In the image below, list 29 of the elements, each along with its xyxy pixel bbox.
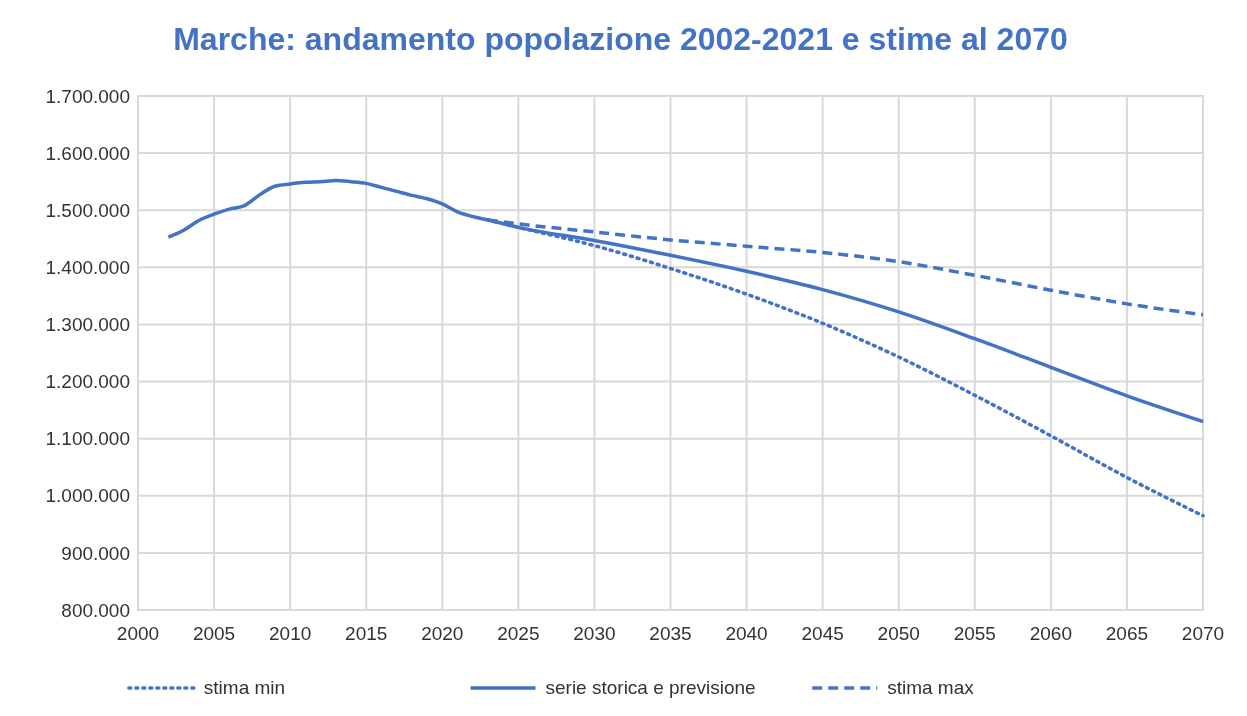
x-tick-label: 2035 <box>649 623 692 644</box>
y-tick-label: 1.000.000 <box>45 485 130 507</box>
y-tick-label: 1.300.000 <box>45 314 130 336</box>
chart-title: Marche: andamento popolazione 2002-2021 e stime al 2070 <box>173 21 1068 57</box>
x-tick-label: 2060 <box>1029 623 1072 644</box>
y-tick-label: 800.000 <box>61 599 130 621</box>
y-tick-label: 1.700.000 <box>45 85 130 107</box>
y-tick-label: 1.200.000 <box>45 371 130 393</box>
y-tick-label: 1.600.000 <box>45 142 130 164</box>
x-tick-label: 2005 <box>192 623 236 644</box>
y-tick-label: 1.400.000 <box>45 256 130 278</box>
x-tick-label: 2070 <box>1181 623 1225 644</box>
legend-label: stima min <box>203 677 286 698</box>
x-tick-label: 2025 <box>497 623 540 644</box>
x-tick-label: 2055 <box>953 623 996 644</box>
x-tick-label: 2040 <box>725 623 768 644</box>
x-tick-label: 2030 <box>573 623 616 644</box>
x-tick-label: 2065 <box>1105 623 1149 644</box>
x-tick-label: 2015 <box>345 623 388 644</box>
x-tick-label: 2010 <box>269 623 312 644</box>
legend-label: stima max <box>887 677 975 698</box>
x-tick-label: 2045 <box>801 623 844 644</box>
x-tick-label: 2050 <box>877 623 920 644</box>
y-tick-label: 1.500.000 <box>45 199 130 221</box>
legend-label: serie storica e previsione <box>545 677 756 698</box>
y-tick-label: 1.100.000 <box>45 428 130 450</box>
x-tick-label: 2020 <box>421 623 464 644</box>
y-tick-label: 900.000 <box>61 542 130 564</box>
x-tick-label: 2000 <box>116 623 160 644</box>
